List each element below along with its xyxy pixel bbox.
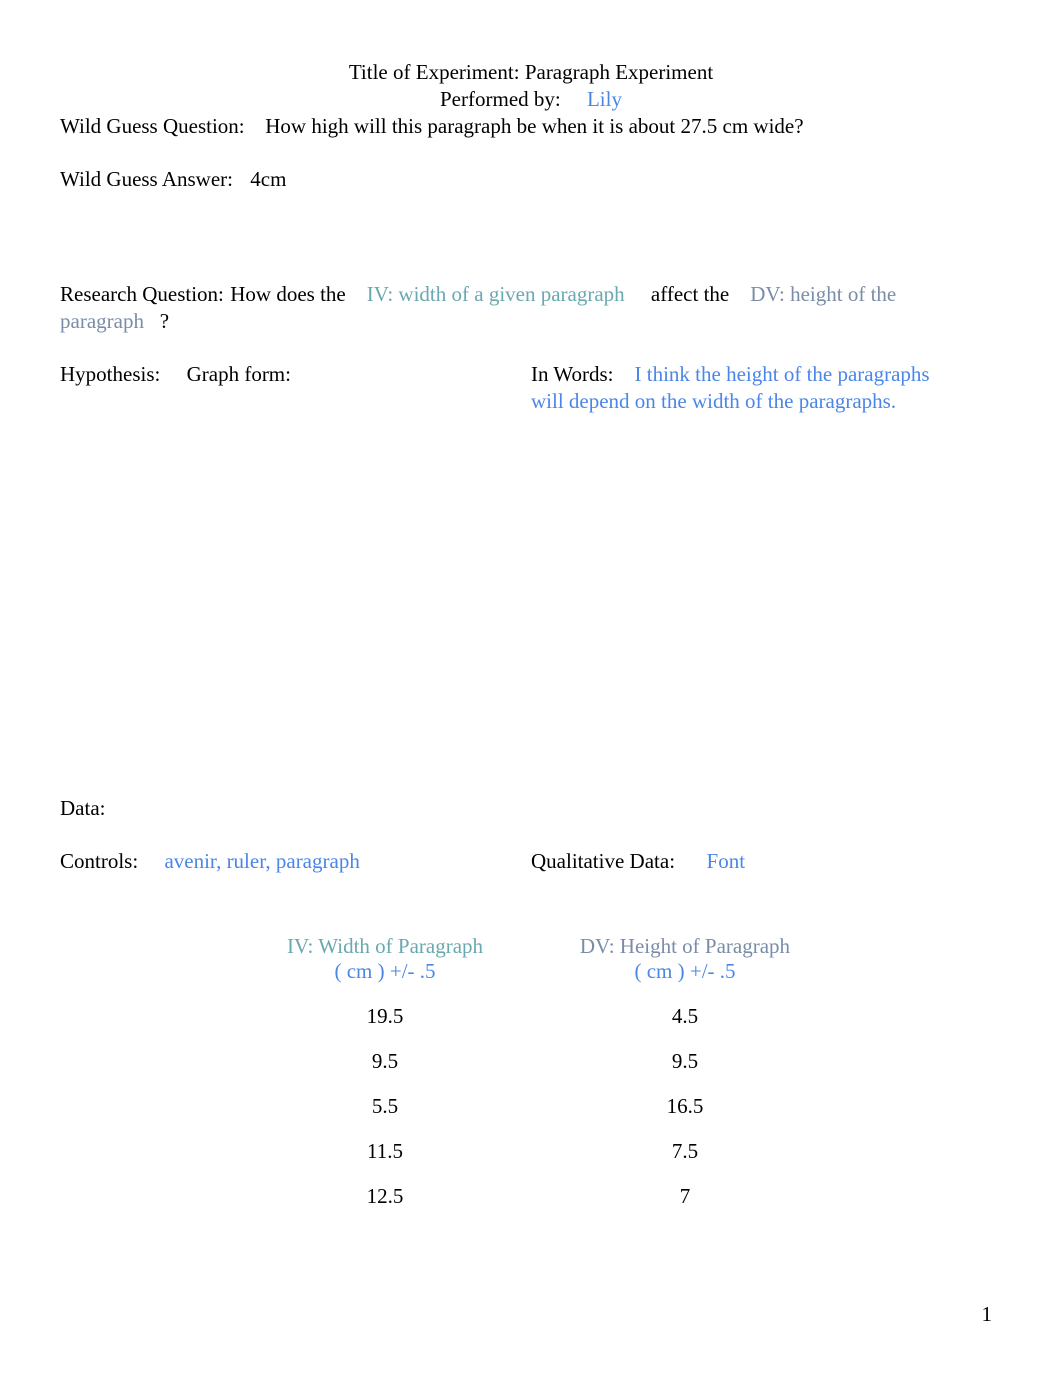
qual-value: Font xyxy=(707,849,746,873)
table-row: 5.5 16.5 xyxy=(235,1094,835,1119)
controls-value: avenir, ruler, paragraph xyxy=(164,849,359,873)
wild-guess-a-label: Wild Guess Answer: xyxy=(60,167,245,192)
iv-cell: 5.5 xyxy=(235,1094,535,1119)
hypothesis-graph: Graph form: xyxy=(187,362,291,386)
dv-cell: 9.5 xyxy=(535,1049,835,1074)
hypothesis-block: Hypothesis: Graph form: In Words: I thin… xyxy=(60,362,1002,416)
iv-cell: 19.5 xyxy=(235,1004,535,1029)
wild-guess-q-label: Wild Guess Question: xyxy=(60,114,260,139)
in-words-value2: will depend on the width of the paragrap… xyxy=(531,389,896,413)
dv-cell: 7.5 xyxy=(535,1139,835,1164)
data-label: Data: xyxy=(60,796,105,820)
research-q-dv: DV: height of the xyxy=(750,282,896,306)
title-line: Title of Experiment: Paragraph Experimen… xyxy=(60,60,1002,85)
data-table-header: IV: Width of Paragraph ( cm ) +/- .5 DV:… xyxy=(235,934,835,984)
wild-guess-answer-line: Wild Guess Answer: 4cm xyxy=(60,167,1002,192)
research-q-iv: IV: width of a given paragraph xyxy=(367,282,625,306)
iv-cell: 11.5 xyxy=(235,1139,535,1164)
data-table: IV: Width of Paragraph ( cm ) +/- .5 DV:… xyxy=(235,934,835,1209)
research-q-affect: affect the xyxy=(651,282,729,306)
performed-by-value: Lily xyxy=(587,87,622,111)
wild-guess-q-value: How high will this paragraph be when it … xyxy=(265,114,803,138)
in-words-label: In Words: xyxy=(531,362,614,386)
research-q-label: Research Question: xyxy=(60,282,225,307)
table-row: 9.5 9.5 xyxy=(235,1049,835,1074)
table-row: 11.5 7.5 xyxy=(235,1139,835,1164)
research-question-block: Research Question: How does the IV: widt… xyxy=(60,282,1002,334)
research-q-qmark: ? xyxy=(160,309,169,333)
iv-cell: 12.5 xyxy=(235,1184,535,1209)
title-value: Paragraph Experiment xyxy=(525,60,713,84)
performed-by-label: Performed by: xyxy=(440,87,561,111)
table-row: 19.5 4.5 xyxy=(235,1004,835,1029)
dv-cell: 16.5 xyxy=(535,1094,835,1119)
wild-guess-a-value: 4cm xyxy=(250,167,286,191)
controls-label: Controls: xyxy=(60,849,138,873)
qual-label: Qualitative Data: xyxy=(531,849,675,873)
data-label-line: Data: xyxy=(60,796,1002,821)
dv-cell: 7 xyxy=(535,1184,835,1209)
iv-header1: IV: Width of Paragraph xyxy=(235,934,535,959)
research-q-dv2: paragraph xyxy=(60,309,144,333)
controls-qual-block: Controls: avenir, ruler, paragraph Quali… xyxy=(60,849,1002,874)
dv-header2: ( cm ) +/- .5 xyxy=(535,959,835,984)
performed-by-line: Performed by: Lily xyxy=(60,87,1002,112)
iv-cell: 9.5 xyxy=(235,1049,535,1074)
hypothesis-label: Hypothesis: xyxy=(60,362,160,386)
wild-guess-question-line: Wild Guess Question: How high will this … xyxy=(60,114,1002,139)
in-words-value1: I think the height of the paragraphs xyxy=(635,362,930,386)
title-prefix: Title of Experiment: xyxy=(349,60,525,84)
dv-header1: DV: Height of Paragraph xyxy=(535,934,835,959)
iv-header2: ( cm ) +/- .5 xyxy=(235,959,535,984)
table-row: 12.5 7 xyxy=(235,1184,835,1209)
dv-cell: 4.5 xyxy=(535,1004,835,1029)
research-q-how: How does the xyxy=(230,282,345,306)
page-number: 1 xyxy=(982,1302,993,1327)
